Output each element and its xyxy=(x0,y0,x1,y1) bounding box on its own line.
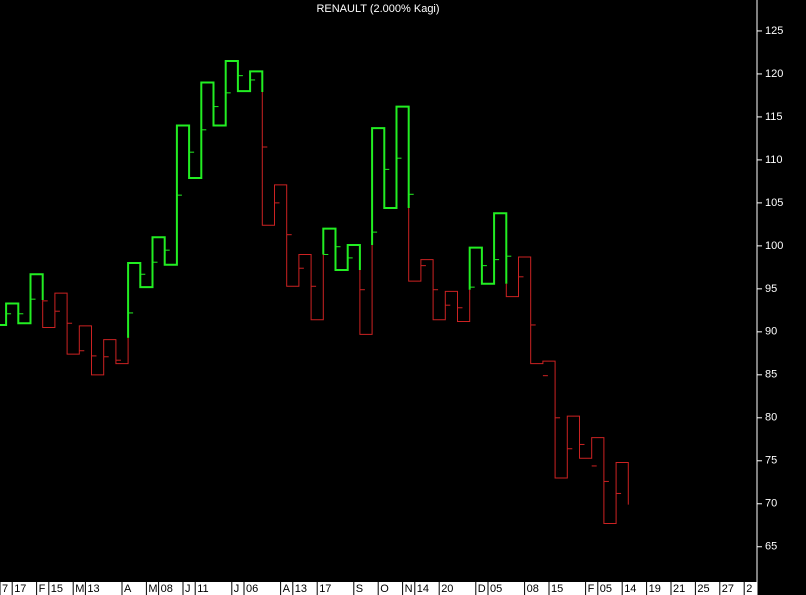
x-tick-label: 14 xyxy=(417,583,429,595)
kagi-line xyxy=(261,91,324,321)
y-tick-label: 100 xyxy=(765,240,783,252)
x-tick-label: 15 xyxy=(51,583,63,595)
x-tick-label: M xyxy=(148,583,157,595)
y-tick-label: 110 xyxy=(765,154,783,166)
kagi-line xyxy=(371,105,410,246)
x-tick-label: 19 xyxy=(649,583,661,595)
x-tick-label: D xyxy=(478,583,486,595)
x-tick-label: A xyxy=(124,583,132,595)
y-tick-label: 90 xyxy=(765,326,777,338)
x-tick-label: 15 xyxy=(551,583,563,595)
x-tick-label: 25 xyxy=(697,583,709,595)
kagi-line xyxy=(359,245,373,335)
x-tick-label: A xyxy=(283,583,291,595)
x-tick-label: J xyxy=(234,583,240,595)
y-tick-label: 120 xyxy=(765,68,783,80)
kagi-line xyxy=(505,256,629,525)
x-tick-label: J xyxy=(185,583,191,595)
x-tick-label: S xyxy=(356,583,363,595)
x-tick-label: 17 xyxy=(14,583,26,595)
x-tick-label: 13 xyxy=(295,583,307,595)
x-tick-label: 08 xyxy=(161,583,173,595)
x-tick-label: 05 xyxy=(490,583,502,595)
x-tick-label: F xyxy=(39,583,46,595)
x-tick-label: 13 xyxy=(87,583,99,595)
x-tick-label: F xyxy=(588,583,595,595)
x-tick-label: M xyxy=(75,583,84,595)
y-tick-label: 85 xyxy=(765,369,777,381)
x-tick-label: N xyxy=(405,583,413,595)
y-tick-label: 115 xyxy=(765,111,783,123)
x-tick-label: O xyxy=(380,583,389,595)
x-tick-label: 06 xyxy=(246,583,258,595)
y-tick-label: 95 xyxy=(765,283,777,295)
x-tick-label: 11 xyxy=(197,583,208,595)
x-tick-label: 21 xyxy=(673,583,685,595)
x-tick-label: 7 xyxy=(2,583,8,595)
x-tick-label: 08 xyxy=(527,583,539,595)
y-tick-label: 75 xyxy=(765,455,777,467)
y-tick-label: 65 xyxy=(765,541,777,553)
y-tick-label: 125 xyxy=(765,25,783,37)
x-tick-label: 17 xyxy=(319,583,331,595)
kagi-line xyxy=(408,208,471,323)
y-tick-label: 105 xyxy=(765,197,783,209)
x-tick-label: 2 xyxy=(746,583,752,595)
x-tick-label: 05 xyxy=(600,583,612,595)
x-tick-label: 20 xyxy=(441,583,453,595)
kagi-line xyxy=(42,292,129,376)
y-tick-label: 80 xyxy=(765,412,777,424)
kagi-line xyxy=(0,273,44,326)
kagi-line xyxy=(322,227,361,271)
x-tick-label: 27 xyxy=(722,583,734,595)
kagi-line xyxy=(127,60,264,338)
chart-title: RENAULT (2.000% Kagi) xyxy=(316,3,439,15)
x-tick-label: 14 xyxy=(624,583,636,595)
kagi-line xyxy=(468,212,508,290)
y-tick-label: 70 xyxy=(765,498,777,510)
